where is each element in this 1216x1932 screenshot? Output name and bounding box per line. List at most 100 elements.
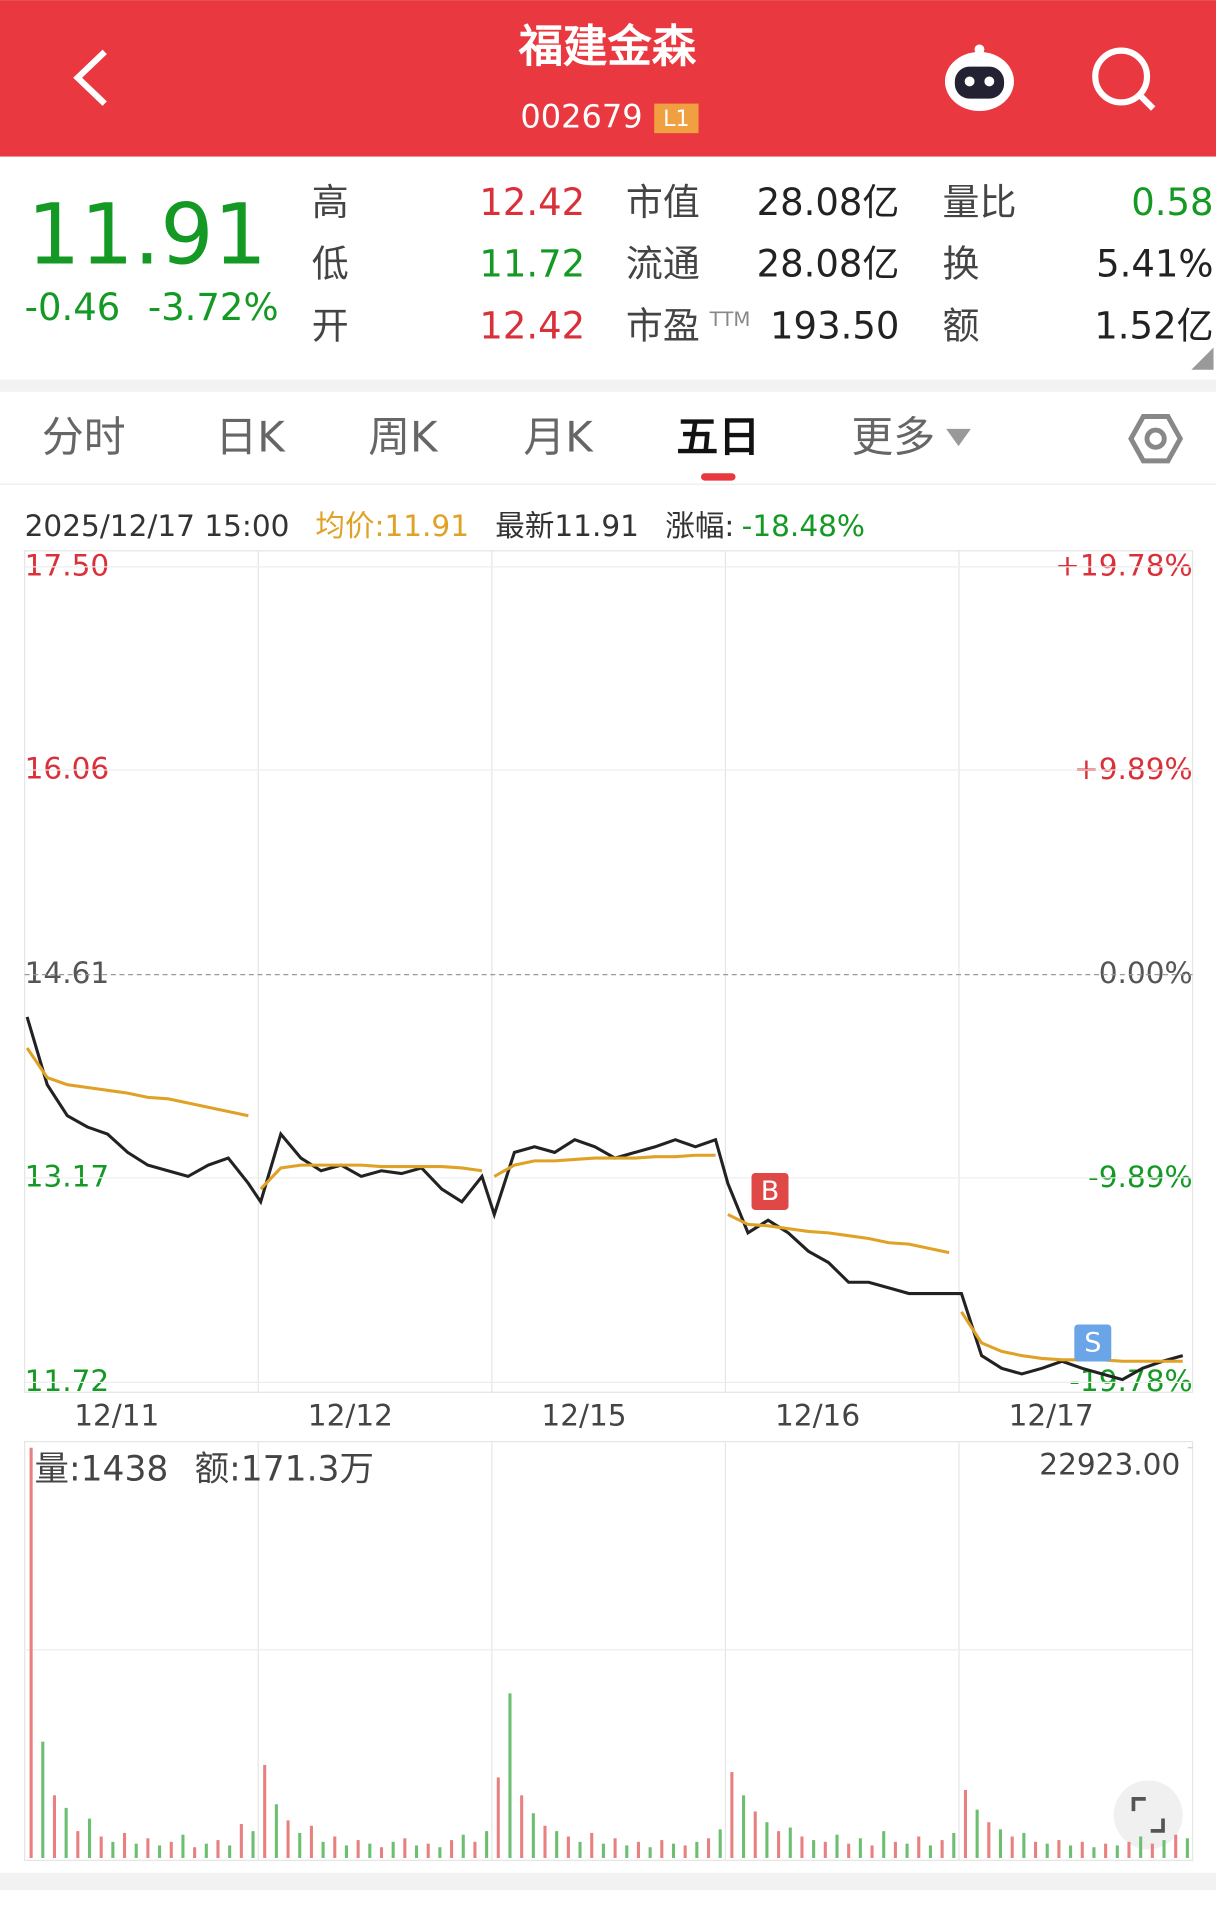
volume-bar	[508, 1693, 512, 1858]
volume-bar	[1162, 1840, 1166, 1858]
separator	[0, 379, 1216, 392]
volume-bar	[76, 1831, 80, 1858]
volume-bar	[870, 1845, 874, 1858]
volume-bar	[671, 1843, 676, 1858]
tab[interactable]: 更多	[851, 412, 935, 461]
volume-bar	[823, 1841, 827, 1858]
volume-bar	[987, 1822, 991, 1858]
avg-line	[960, 1311, 1183, 1363]
volume-bar	[1034, 1841, 1038, 1858]
volume-bar	[975, 1809, 979, 1858]
stat-label: 市值	[626, 181, 700, 224]
tab[interactable]: 周K	[368, 412, 439, 461]
tab[interactable]: 月K	[523, 412, 594, 461]
corner-mark	[1191, 347, 1214, 370]
stock-code: 002679	[520, 97, 642, 135]
volume-bar	[169, 1841, 173, 1858]
volume-bar	[403, 1838, 407, 1858]
volume-bar	[111, 1841, 115, 1858]
stat-value: 28.08亿	[757, 243, 900, 286]
volume-bar	[414, 1845, 419, 1858]
volume-bar	[450, 1840, 454, 1858]
volume-bar	[228, 1845, 232, 1858]
volume-bar	[1139, 1836, 1143, 1858]
y-tick-label: 16.06	[25, 752, 110, 786]
volume-bar	[356, 1840, 360, 1858]
volume-bar	[683, 1845, 687, 1858]
volume-bar	[181, 1834, 185, 1858]
volume-bar	[917, 1836, 921, 1858]
stat-value: 193.50	[770, 304, 899, 347]
y2-tick-label: 0.00%	[1099, 956, 1193, 990]
volume-bar	[835, 1834, 839, 1858]
stat-label: 换	[942, 243, 979, 286]
y-tick-label: 14.61	[25, 956, 110, 990]
volume-bar	[765, 1822, 769, 1858]
y-tick-label: 13.17	[25, 1159, 110, 1193]
stat-label-sup: TTM	[709, 308, 751, 331]
info-change: -18.48%	[742, 509, 865, 543]
stat-label: 量比	[942, 181, 1016, 224]
expand-button[interactable]	[1113, 1780, 1183, 1850]
volume-bar	[882, 1831, 886, 1858]
volume-bar	[940, 1840, 944, 1858]
volume-bar	[1092, 1847, 1096, 1858]
tab[interactable]: 日K	[215, 412, 286, 461]
volume-bar	[438, 1847, 442, 1858]
change: -0.46	[25, 286, 121, 329]
volume-bar	[426, 1843, 430, 1858]
search-button[interactable]	[1092, 47, 1156, 111]
volume-bar	[216, 1840, 220, 1858]
stat-label: 市盈	[626, 304, 700, 347]
volume-bar	[123, 1832, 127, 1858]
volume-bar	[543, 1825, 547, 1858]
volume-bar	[1104, 1843, 1108, 1858]
volume-bar	[858, 1838, 862, 1858]
volume-bar	[578, 1841, 582, 1858]
y-tick-label: 17.50	[25, 548, 110, 582]
volume-bar	[321, 1841, 325, 1858]
tab[interactable]: 五日	[676, 412, 760, 461]
volume-bar	[753, 1811, 757, 1858]
volume-bar	[41, 1741, 45, 1858]
volume-bar	[531, 1813, 535, 1858]
volume-bar	[1127, 1841, 1131, 1858]
badge-bg	[654, 103, 699, 134]
volume-bar	[730, 1772, 734, 1858]
y-tick-label: 22923.00	[1039, 1448, 1180, 1482]
info-change-label: 涨幅:	[665, 509, 734, 543]
volume-bar	[1150, 1843, 1154, 1858]
stat-value: 28.08亿	[757, 181, 900, 224]
volume-bar	[87, 1818, 92, 1858]
avg-line	[259, 1163, 483, 1191]
volume-bar	[485, 1831, 489, 1858]
volume-bar	[461, 1834, 465, 1858]
volume-bar	[193, 1847, 197, 1858]
last-price: 11.91	[27, 185, 267, 283]
volume-bar	[1045, 1843, 1049, 1858]
volume-bar	[1115, 1845, 1119, 1858]
volume-bar	[52, 1795, 57, 1858]
info-time: 2025/12/17 15:00	[25, 509, 290, 543]
stock-name: 福建金森	[518, 21, 697, 72]
settings-button[interactable]	[1128, 414, 1184, 464]
volume-bar	[601, 1843, 605, 1858]
change-pct: -3.72%	[148, 286, 279, 329]
volume-bar	[496, 1777, 500, 1858]
robot-button[interactable]	[944, 44, 1014, 111]
stat-label: 流通	[626, 243, 700, 286]
chart-frame	[24, 550, 1194, 1393]
back-button[interactable]	[73, 49, 107, 106]
stat-value: 0.58	[1131, 181, 1213, 224]
volume-bar	[660, 1840, 664, 1858]
volume-bar	[274, 1804, 278, 1858]
volume-frame	[24, 1440, 1194, 1862]
tab[interactable]: 分时	[42, 412, 126, 461]
avg-line	[727, 1213, 950, 1255]
volume-bar	[998, 1829, 1003, 1858]
volume-bar	[309, 1825, 313, 1858]
volume-bar	[777, 1831, 781, 1858]
volume-bar	[251, 1831, 255, 1858]
